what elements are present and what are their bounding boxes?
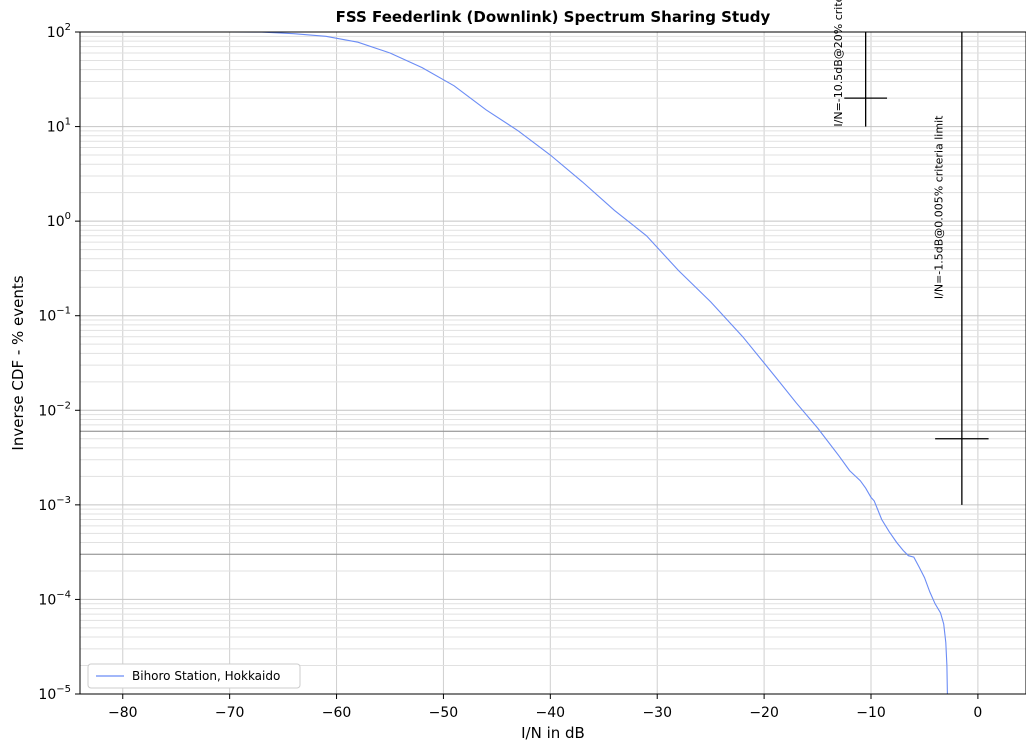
legend: Bihoro Station, Hokkaido [88,664,300,688]
y-tick-label: 102 [47,22,71,41]
criteria-markers: I/N=-10.5dB@20% criteria limit I/N=-1.5dB… [832,0,989,505]
x-tick-label: −40 [536,705,566,721]
reference-lines [80,431,1026,554]
y-tick-label: 10−4 [38,589,71,608]
y-tick-label: 100 [47,211,71,230]
criteria-label: I/N=-10.5dB@20% criteria limit [832,0,845,127]
y-tick-label: 101 [47,117,71,136]
x-tick-label: −10 [856,705,886,721]
criteria-label: I/N=-1.5dB@0.005% criteria limit [932,115,945,299]
y-tick-label: 10−5 [38,684,71,703]
x-axis-ticks: −80 −70 −60 −50 −40 −30 −20 −10 0 [108,694,982,721]
x-tick-label: −80 [108,705,138,721]
x-tick-label: −70 [215,705,245,721]
x-tick-label: −50 [429,705,459,721]
x-tick-label: −30 [642,705,672,721]
y-tick-label: 10−2 [38,400,71,419]
x-tick-label: 0 [973,705,982,721]
chart-title: FSS Feederlink (Downlink) Spectrum Shari… [336,8,771,26]
x-axis-label: I/N in dB [521,724,585,742]
x-tick-label: −20 [749,705,779,721]
x-tick-label: −60 [322,705,352,721]
legend-entry: Bihoro Station, Hokkaido [132,669,280,683]
y-tick-label: 10−1 [38,306,71,325]
y-axis-label: Inverse CDF - % events [9,275,27,450]
y-axis-ticks: 102 101 100 10−1 10−2 10−3 10−4 10−5 [38,22,80,703]
grid [80,32,1026,694]
y-tick-label: 10−3 [38,495,71,514]
